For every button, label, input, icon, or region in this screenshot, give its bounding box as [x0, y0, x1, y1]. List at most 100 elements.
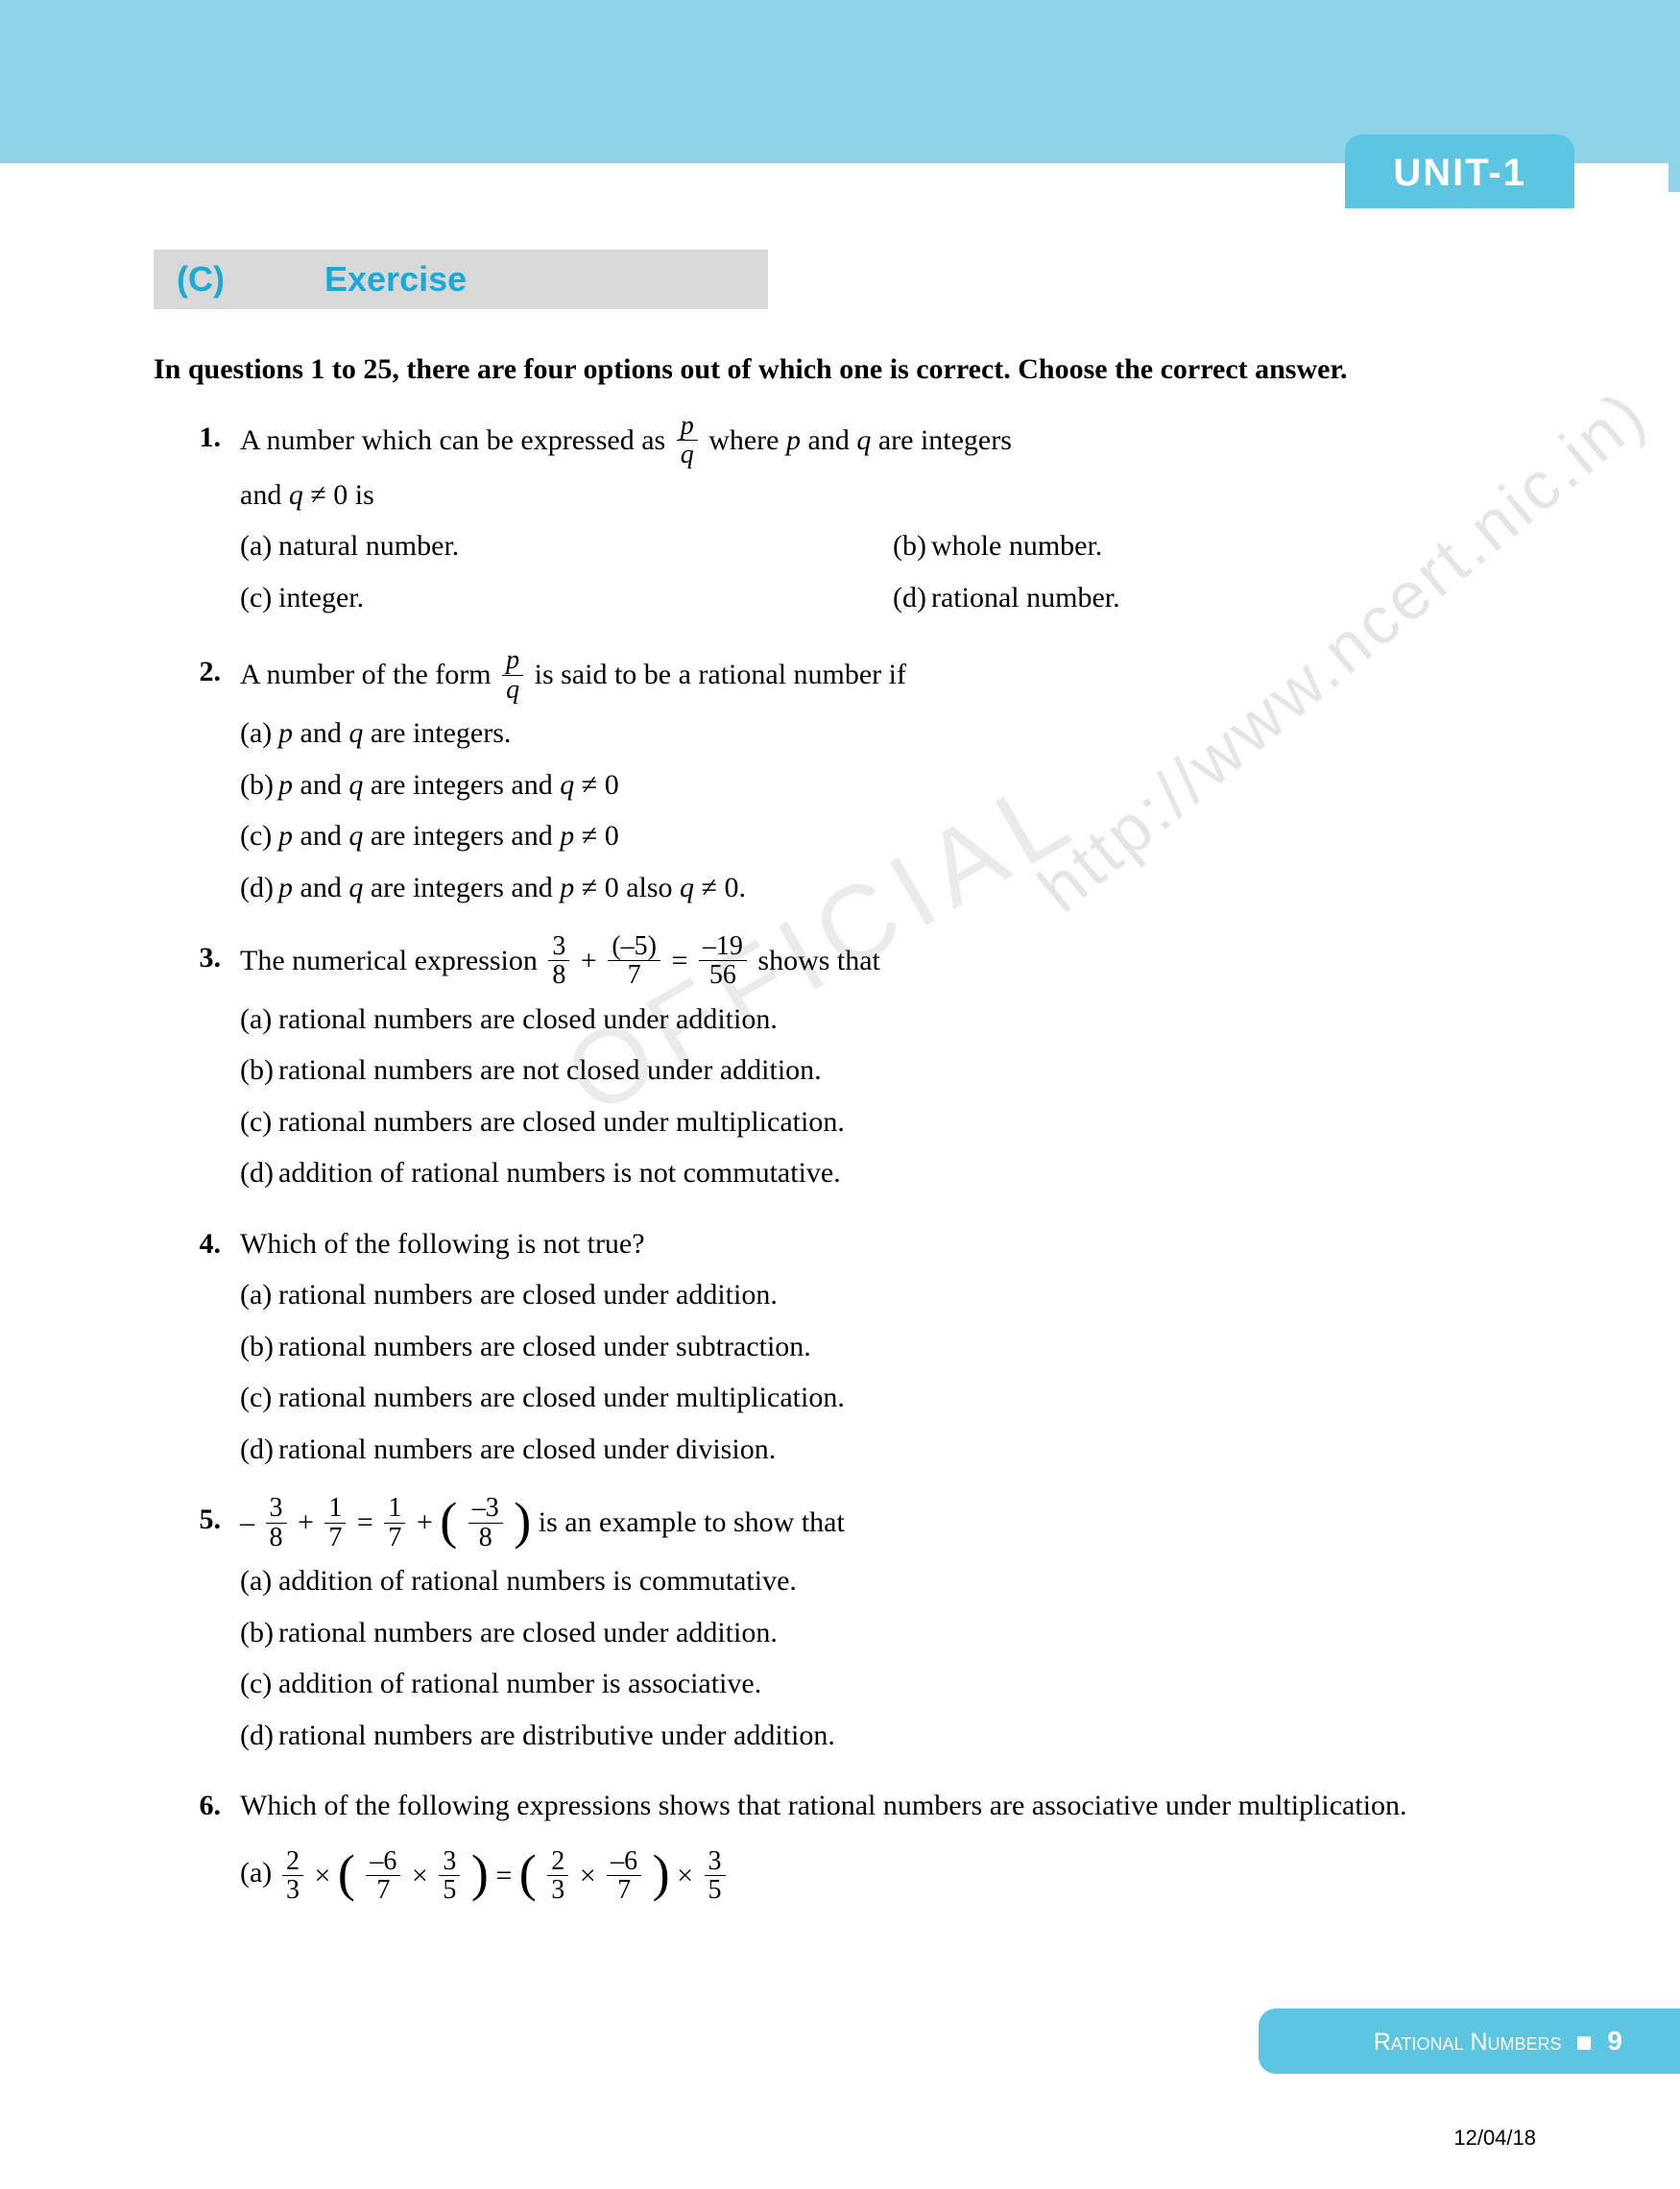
fraction: 38 — [548, 932, 569, 990]
option-text: natural number. — [278, 530, 459, 562]
option-text: are integers and — [363, 769, 560, 801]
plus-sign: + — [581, 945, 604, 976]
plus-sign: + — [417, 1506, 440, 1538]
fraction: –67 — [607, 1847, 641, 1905]
text: is said to be a rational number if — [535, 659, 906, 690]
option-b: (b)rational numbers are not closed under… — [240, 1046, 1546, 1094]
footer-title: Rational Numbers — [1374, 2029, 1562, 2056]
paren-right-icon: ) — [471, 1850, 489, 1897]
times-sign: × — [677, 1859, 700, 1890]
option-text: addition of rational number is associati… — [278, 1668, 761, 1699]
var-p: p — [786, 424, 801, 456]
option-text: rational numbers are closed under divisi… — [278, 1433, 776, 1465]
denominator: 56 — [699, 961, 747, 989]
option-letter: (c) — [240, 1660, 272, 1708]
question-text: Which of the following is not true? — [240, 1220, 1546, 1268]
question-number: 3. — [173, 934, 221, 982]
option-text: rational numbers are closed under additi… — [278, 1279, 778, 1311]
question-3: 3. The numerical expression 38 + (–5)7 =… — [154, 934, 1546, 1197]
text: A number which can be expressed as — [240, 424, 673, 456]
fraction: 23 — [282, 1847, 303, 1905]
denominator: 7 — [608, 961, 660, 989]
text: ≠ 0 is — [303, 479, 374, 511]
var-q: q — [348, 820, 363, 852]
text: and — [240, 479, 289, 511]
equals-sign: = — [357, 1506, 380, 1538]
option-text: are integers and — [363, 820, 560, 852]
var-q: q — [348, 717, 363, 749]
fraction: 38 — [266, 1494, 287, 1552]
fraction: –67 — [366, 1847, 400, 1905]
fraction: 17 — [324, 1494, 346, 1552]
question-text: A number of the form pq is said to be a … — [240, 648, 1546, 706]
fraction: 35 — [439, 1847, 460, 1905]
times-sign: × — [412, 1859, 435, 1890]
option-text: whole number. — [931, 530, 1102, 562]
denominator: 7 — [324, 1524, 346, 1552]
text: is an example to show that — [539, 1506, 845, 1538]
paren-left-icon: ( — [440, 1498, 457, 1545]
text: The numerical expression — [240, 945, 544, 976]
page-number: 9 — [1607, 2026, 1622, 2056]
question-number: 6. — [173, 1782, 221, 1830]
option-letter: (d) — [240, 864, 274, 912]
option-b: (b)rational numbers are closed under sub… — [240, 1323, 1546, 1371]
denominator: 5 — [705, 1876, 726, 1904]
option-b: (b)p and q are integers and q ≠ 0 — [240, 761, 1546, 809]
date-stamp: 12/04/18 — [1453, 2126, 1536, 2151]
option-c: (c) integer. — [240, 574, 893, 622]
fraction: 23 — [547, 1847, 568, 1905]
text: ≠ 0 also — [574, 872, 680, 903]
text: and — [293, 872, 348, 903]
question-4: 4. Which of the following is not true? (… — [154, 1220, 1546, 1474]
text: and — [293, 717, 348, 749]
question-5: 5. – 38 + 17 = 17 + ( –38 ) is an exampl… — [154, 1496, 1546, 1759]
question-number: 2. — [173, 648, 221, 696]
text: shows that — [757, 945, 880, 976]
equals-sign: = — [495, 1859, 518, 1890]
option-b: (b)rational numbers are closed under add… — [240, 1609, 1546, 1657]
var-q: q — [560, 769, 574, 801]
text: where — [708, 424, 786, 456]
numerator: p — [502, 646, 523, 675]
question-number: 5. — [173, 1496, 221, 1544]
paren-right-icon: ) — [514, 1498, 531, 1545]
paren-left-icon: ( — [519, 1850, 537, 1897]
numerator: –3 — [468, 1494, 503, 1523]
question-6: 6. Which of the following expressions sh… — [154, 1782, 1546, 1906]
var-p: p — [278, 872, 293, 903]
question-number: 1. — [173, 414, 221, 462]
option-letter: (d) — [240, 1426, 274, 1474]
option-text: rational numbers are closed under additi… — [278, 1003, 778, 1035]
times-sign: × — [315, 1859, 338, 1890]
text: are integers — [871, 424, 1012, 456]
option-letter: (b) — [240, 1046, 274, 1094]
option-letter: (c) — [240, 812, 272, 860]
option-letter: (b) — [240, 1609, 274, 1657]
numerator: 1 — [384, 1494, 405, 1523]
minus-sign: – — [240, 1506, 262, 1538]
numerator: –6 — [366, 1847, 400, 1876]
numerator: 1 — [324, 1494, 346, 1523]
question-text: The numerical expression 38 + (–5)7 = –1… — [240, 934, 1546, 992]
option-text: integer. — [278, 582, 364, 613]
denominator: 8 — [266, 1524, 287, 1552]
square-icon — [1577, 2036, 1591, 2050]
var-q: q — [348, 769, 363, 801]
fraction: –1956 — [699, 932, 747, 990]
question-text: Which of the following expressions shows… — [240, 1782, 1546, 1830]
plus-sign: + — [298, 1506, 321, 1538]
question-text-line2: and q ≠ 0 is — [240, 471, 1546, 519]
option-d: (d)rational number. — [893, 574, 1546, 622]
denominator: q — [502, 676, 523, 704]
option-letter: (c) — [240, 1374, 272, 1422]
question-text: – 38 + 17 = 17 + ( –38 ) is an example t… — [240, 1496, 1546, 1553]
numerator: (–5) — [608, 932, 660, 961]
option-c: (c)rational numbers are closed under mul… — [240, 1374, 1546, 1422]
text: ≠ 0 — [574, 820, 618, 852]
var-p: p — [278, 820, 293, 852]
options: (a) 23 × ( –67 × 35 ) = ( 23 × –67 ) × 3… — [240, 1849, 1546, 1907]
page-content: (C) Exercise In questions 1 to 25, there… — [154, 250, 1546, 1929]
numerator: p — [677, 412, 698, 441]
options: (a)p and q are integers. (b)p and q are … — [240, 710, 1546, 911]
